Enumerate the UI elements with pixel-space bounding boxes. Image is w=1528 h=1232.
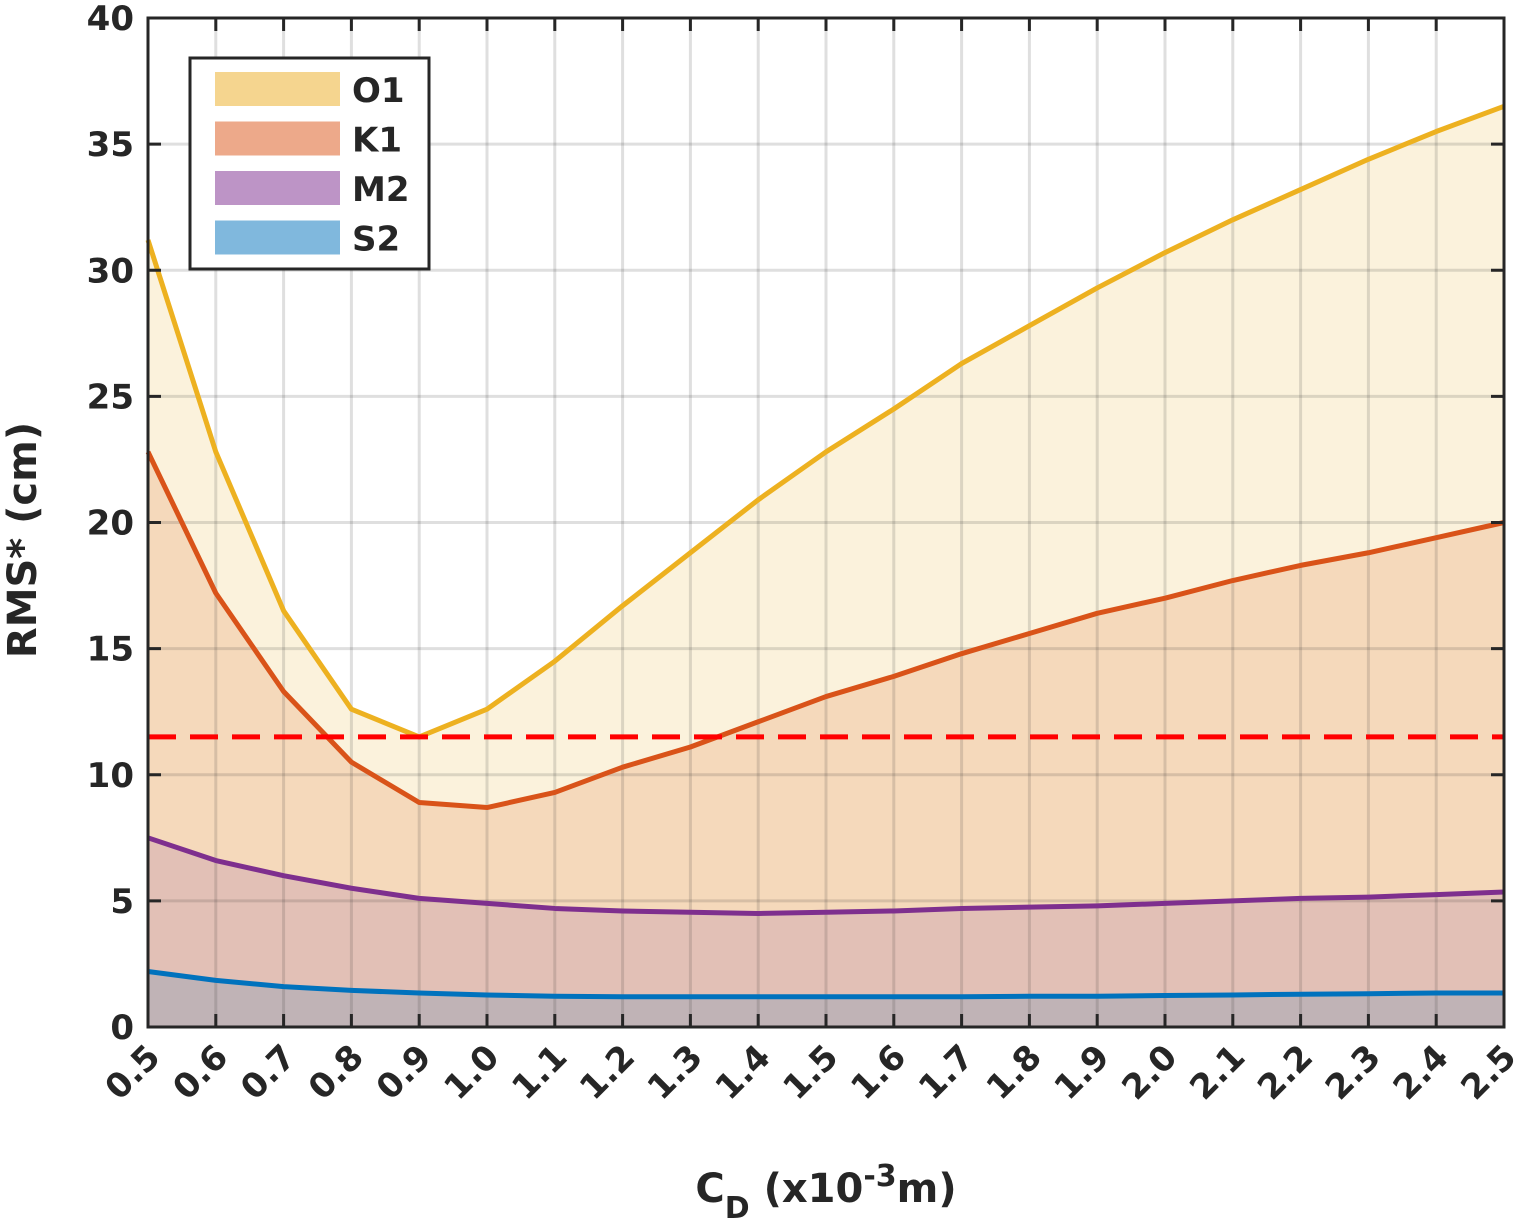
legend-swatch-o1 xyxy=(215,72,340,106)
area-s2 xyxy=(148,971,1504,1027)
legend-swatch-k1 xyxy=(215,121,340,156)
y-tick-label: 10 xyxy=(87,756,134,796)
line-s2 xyxy=(147,969,1504,1000)
x-tick-label: 1.3 xyxy=(640,1037,711,1108)
area-m2 xyxy=(148,837,1504,1027)
legend-swatch-m2 xyxy=(215,171,340,205)
x-tick-label: 2.2 xyxy=(1250,1037,1321,1108)
x-tick-label: 0.8 xyxy=(301,1037,372,1108)
x-tick-label: 0.9 xyxy=(369,1037,440,1108)
legend-swatch-s2 xyxy=(215,220,340,255)
y-tick-label: 5 xyxy=(110,882,134,922)
x-tick-label: 1.6 xyxy=(843,1037,914,1108)
line-k1 xyxy=(145,450,1505,811)
y-tick-label: 25 xyxy=(87,377,134,417)
y-tick-label: 0 xyxy=(110,1008,134,1048)
line-m2 xyxy=(147,835,1505,916)
legend-label-o1: O1 xyxy=(352,71,405,111)
x-tick-label: 1.4 xyxy=(708,1037,779,1108)
x-tick-label: 1.7 xyxy=(911,1037,982,1108)
y-axis-label: RMS* (cm) xyxy=(0,422,46,658)
y-tick-label: 35 xyxy=(87,125,134,165)
x-tick-label: 2.5 xyxy=(1453,1037,1524,1108)
x-tick-label: 1.2 xyxy=(572,1037,643,1108)
area-k1 xyxy=(148,451,1504,1027)
x-axis-label: CD (x10-3m) xyxy=(695,1159,956,1226)
legend: O1 K1 M2 S2 xyxy=(188,56,431,271)
line-o1 xyxy=(145,103,1505,740)
x-tick-label: 1.0 xyxy=(436,1037,507,1108)
x-tick-label: 2.1 xyxy=(1182,1037,1253,1108)
x-tick-label: 1.1 xyxy=(504,1037,575,1108)
y-tick-label: 40 xyxy=(87,0,134,39)
y-tick-label: 15 xyxy=(87,630,134,670)
x-tick-label: 0.7 xyxy=(233,1037,304,1108)
y-tick-label: 30 xyxy=(87,251,134,291)
y-tick-label: 20 xyxy=(87,504,134,544)
x-tick-label: 2.0 xyxy=(1114,1037,1185,1108)
x-tick-label: 1.5 xyxy=(775,1037,846,1108)
legend-label-m2: M2 xyxy=(352,170,410,210)
x-tick-label: 2.4 xyxy=(1386,1037,1457,1108)
area-fills xyxy=(148,106,1504,1028)
x-tick-label: 2.3 xyxy=(1318,1037,1389,1108)
legend-label-s2: S2 xyxy=(352,220,400,260)
series-lines xyxy=(145,103,1505,1000)
x-tick-label: 1.9 xyxy=(1047,1037,1118,1108)
legend-label-k1: K1 xyxy=(352,121,402,161)
x-tick-label: 1.8 xyxy=(979,1037,1050,1108)
x-tick-label: 0.6 xyxy=(165,1037,236,1108)
